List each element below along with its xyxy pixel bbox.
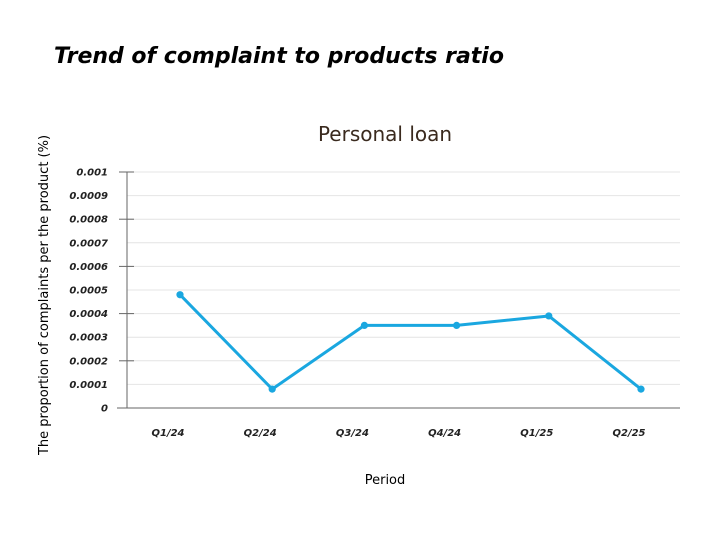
y-tick-label: 0.0002 [69, 356, 108, 367]
page-heading: Trend of complaint to products ratio [54, 44, 504, 69]
data-point [637, 385, 645, 393]
y-tick-label: 0.0008 [69, 215, 108, 226]
data-point [360, 321, 368, 329]
y-tick-label: 0.001 [76, 168, 108, 179]
x-tick-label: Q3/24 [336, 428, 369, 439]
series-line-group [176, 291, 645, 393]
x-tick-label: Q1/24 [151, 428, 184, 439]
data-point [268, 385, 276, 393]
series-line [178, 293, 643, 391]
y-tick-label: 0.0009 [69, 191, 108, 202]
x-tick-label: Q4/24 [428, 428, 461, 439]
x-tick-label: Q1/25 [520, 428, 553, 439]
x-tick-label: Q2/25 [612, 428, 645, 439]
y-tick-label: 0.0007 [69, 238, 108, 249]
y-axis-label: The proportion of complaints per the pro… [37, 135, 52, 456]
y-axis: 0 0.0001 0.0002 0.0003 0.0004 0.0005 0.0006 0.0… [69, 168, 134, 415]
grid-lines [127, 171, 680, 385]
data-point [545, 312, 553, 320]
y-tick-label: 0.0005 [69, 286, 108, 297]
y-tick-label: 0.0004 [69, 309, 108, 320]
data-point [453, 321, 461, 329]
data-point [176, 291, 184, 299]
x-axis-label: Period [365, 473, 406, 488]
y-tick-label: 0.0003 [69, 333, 108, 344]
y-tick-label: 0.0006 [69, 262, 108, 273]
y-tick-label: 0 [101, 404, 108, 415]
x-tick-label: Q2/24 [244, 428, 277, 439]
chart-title: Personal loan [318, 122, 452, 146]
x-axis: Q1/24 Q2/24 Q3/24 Q4/24 Q1/25 Q2/25 [117, 407, 680, 439]
y-tick-label: 0.0001 [69, 380, 108, 391]
